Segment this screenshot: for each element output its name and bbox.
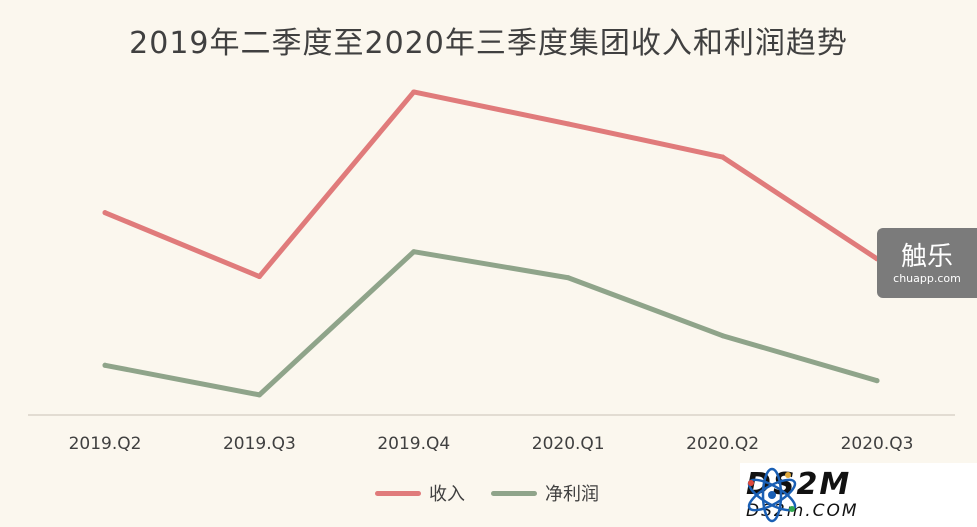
chuapp-url: chuapp.com	[893, 271, 961, 285]
legend-label-revenue: 收入	[429, 484, 465, 505]
series-1-point	[102, 362, 108, 368]
x-tick-label: 2019.Q3	[223, 434, 296, 454]
series-1-point	[411, 249, 417, 255]
x-tick-label: 2020.Q3	[841, 434, 914, 454]
series-1-point	[720, 333, 726, 339]
series-0-point	[411, 89, 417, 95]
legend-item-net-profit: 净利润	[491, 480, 599, 506]
series-1-point	[256, 392, 262, 398]
legend: 收入 净利润	[375, 480, 599, 506]
legend-swatch-revenue	[375, 490, 421, 496]
legend-swatch-net-profit	[491, 490, 537, 496]
series-1-point	[565, 275, 571, 281]
series-1-point	[874, 378, 880, 384]
chart-title: 2019年二季度至2020年三季度集团收入和利润趋势	[129, 26, 848, 61]
series-line-0	[102, 89, 880, 280]
series-0-point	[102, 210, 108, 216]
series-0-point	[565, 121, 571, 127]
legend-item-revenue: 收入	[375, 480, 465, 506]
atom-logo-icon	[747, 467, 797, 523]
chuapp-watermark: 触乐 chuapp.com	[877, 228, 977, 298]
series-line-1	[102, 249, 880, 398]
x-tick-label: 2019.Q2	[69, 434, 142, 454]
x-tick-label: 2020.Q1	[532, 434, 605, 454]
ds2m-watermark: DS2M DS2m.COM	[740, 463, 977, 527]
series-0-point	[720, 154, 726, 160]
chuapp-logo-text: 触乐	[900, 241, 953, 272]
series-0-point	[256, 274, 262, 280]
x-tick-label: 2019.Q4	[377, 434, 450, 454]
legend-label-net-profit: 净利润	[545, 484, 599, 505]
x-tick-label: 2020.Q2	[686, 434, 759, 454]
